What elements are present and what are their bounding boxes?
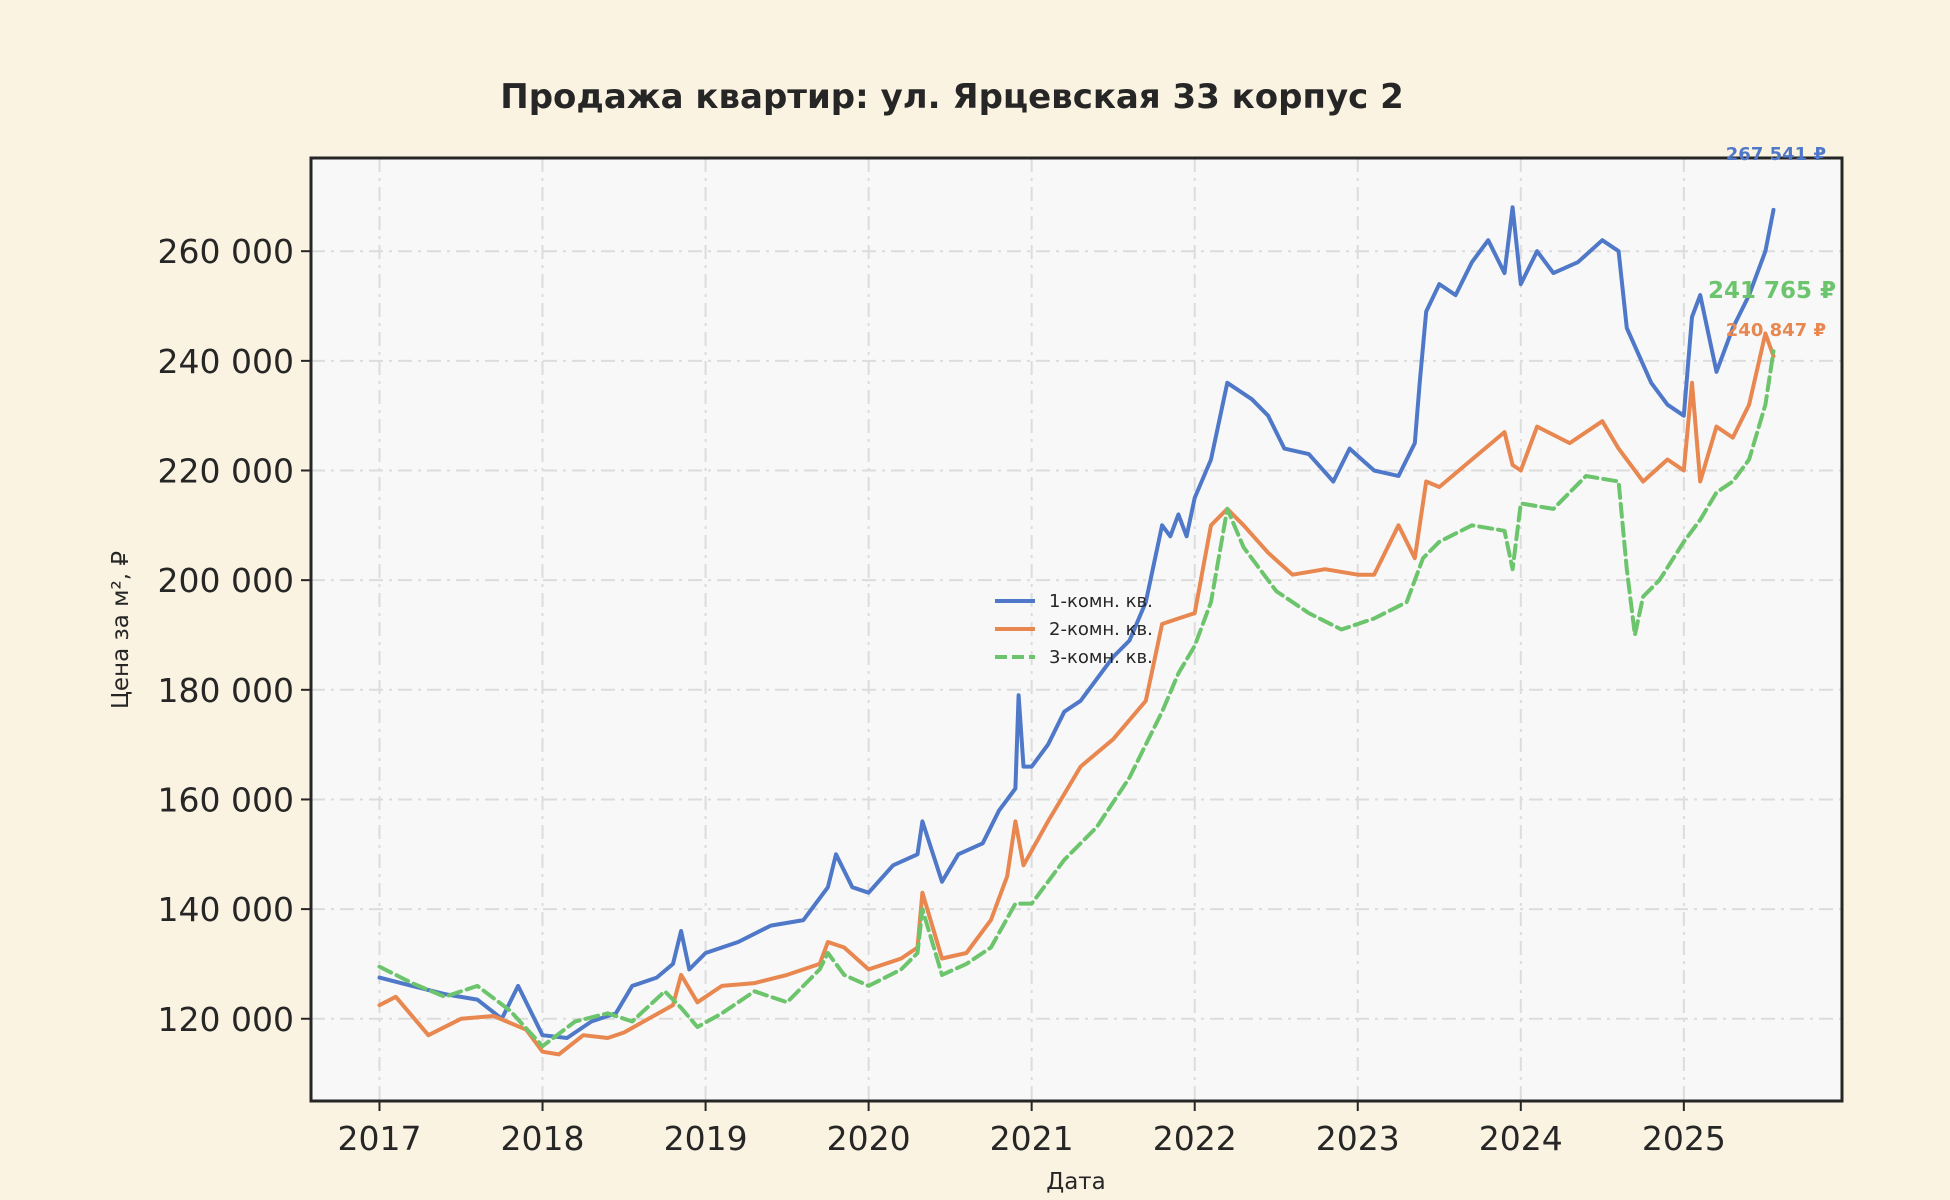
y-tick-label: 120 000 — [158, 1000, 294, 1039]
series-line-3 — [377, 349, 1776, 1049]
x-tick-label: 2019 — [664, 1119, 748, 1158]
x-tick-label: 2017 — [337, 1119, 421, 1158]
end-value-label-3: 241 765 ₽ — [1708, 278, 1836, 304]
end-value-label-2: 240 847 ₽ — [1726, 320, 1826, 341]
plot-area — [311, 158, 1842, 1101]
grid — [311, 158, 1842, 1101]
y-tick-label: 220 000 — [158, 452, 294, 491]
x-tick-label: 2024 — [1479, 1119, 1563, 1158]
series-lines — [377, 205, 1776, 1057]
x-tick-label: 2018 — [501, 1119, 585, 1158]
x-tick-label: 2022 — [1153, 1119, 1237, 1158]
plot-frame — [309, 156, 1844, 1103]
chart-title: Продажа квартир: ул. Ярцевская 33 корпус… — [500, 77, 1404, 117]
legend-label-2: 2-комн. кв. — [1049, 619, 1153, 640]
x-tick-label: 2020 — [827, 1119, 911, 1158]
series-line-1 — [377, 205, 1776, 1040]
x-tick-label: 2021 — [990, 1119, 1074, 1158]
y-tick-label: 260 000 — [158, 232, 294, 271]
legend-label-3: 3-комн. кв. — [1049, 647, 1153, 668]
y-tick-label: 240 000 — [158, 342, 294, 381]
y-axis-ticks: 120 000 140 000 160 000 180 000 200 000 220 0… — [158, 232, 311, 1039]
end-value-labels: 267 541 ₽ 240 847 ₽ 241 765 ₽ — [1708, 144, 1836, 341]
y-tick-label: 180 000 — [158, 671, 294, 710]
x-axis-label: Дата — [1046, 1169, 1106, 1195]
y-tick-label: 160 000 — [158, 780, 294, 819]
series-line-2 — [377, 331, 1776, 1057]
x-axis-ticks: 2017 2018 2019 2020 2021 2022 2023 2024 2025 — [337, 1101, 1726, 1158]
y-axis-label: Цена за м², ₽ — [108, 551, 134, 709]
x-tick-label: 2023 — [1316, 1119, 1400, 1158]
y-tick-label: 140 000 — [158, 890, 294, 929]
legend: 1-комн. кв. 2-комн. кв. 3-комн. кв. — [995, 591, 1153, 668]
end-value-label-1: 267 541 ₽ — [1726, 144, 1826, 165]
legend-label-1: 1-комн. кв. — [1049, 591, 1153, 612]
y-tick-label: 200 000 — [158, 561, 294, 600]
x-tick-label: 2025 — [1642, 1119, 1726, 1158]
